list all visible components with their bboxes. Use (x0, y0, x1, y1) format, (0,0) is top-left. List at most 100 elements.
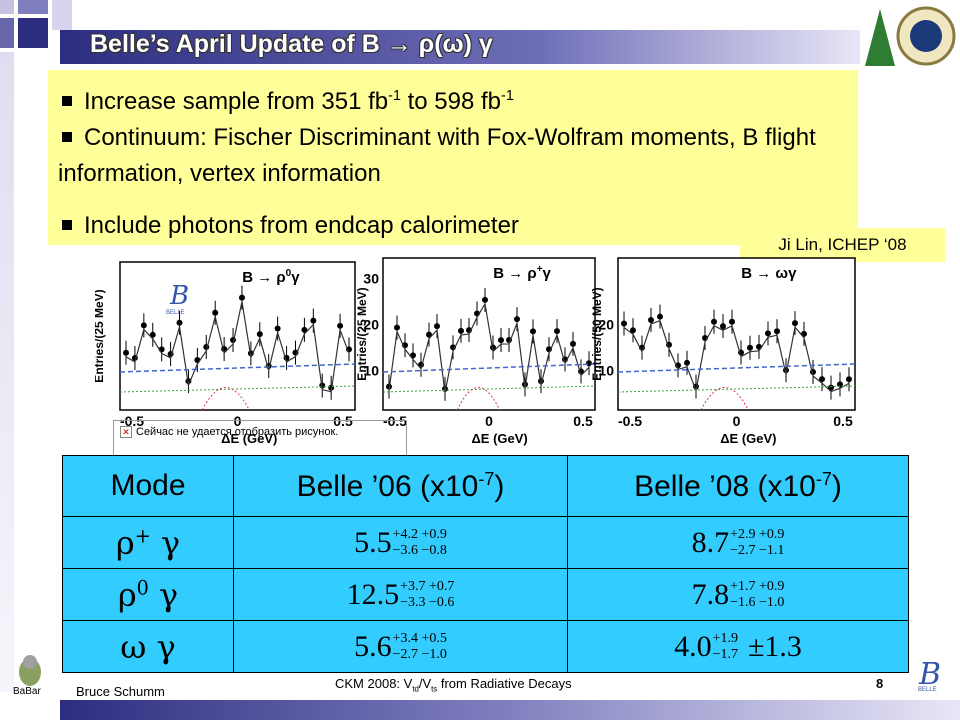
x-axis-label: ΔE (GeV) (221, 431, 277, 446)
author: Bruce Schumm (76, 684, 165, 699)
table-row: ρ0 γ 12.5 +3.7 +0.7 −3.3 −0.6 7.8 +1.7 +0.9 −1… (62, 568, 909, 621)
point (426, 331, 432, 338)
seal (910, 20, 942, 52)
point (123, 349, 129, 356)
point (720, 323, 726, 330)
upper-errors: +1.7 +0.9 (730, 578, 785, 594)
bullet-marker (62, 132, 72, 142)
lower-errors: −3.6 −0.8 (392, 542, 447, 558)
x-tick-label: 0 (485, 413, 493, 429)
upper-errors: +1.9 (712, 630, 738, 646)
x-axis-label: ΔE (GeV) (471, 431, 527, 446)
point (846, 376, 852, 383)
central-value: 5.6 (354, 629, 392, 663)
point (765, 330, 771, 337)
signal-curve (700, 387, 749, 411)
text-segment: 0 (286, 268, 292, 279)
point (176, 319, 183, 326)
central-value: 4.0 (674, 629, 712, 663)
y-tick-label: 20 (363, 317, 379, 333)
text-segment: 0 (136, 575, 149, 599)
process-label: B → ωγ (741, 265, 797, 282)
text-segment: td (412, 684, 419, 694)
formula: 5.5 +4.2 +0.9 −3.6 −0.8 (354, 526, 447, 560)
background-curve (119, 363, 356, 373)
y-axis-label: Entries/(50 MeV) (590, 287, 604, 380)
x-axis-label: ΔE (GeV) (720, 431, 776, 446)
broken-image-text: Сейчас не удается отобразить рисунок. (136, 426, 339, 438)
text-segment: ) (494, 469, 505, 503)
formula: 4.0 +1.9 −1.7 ±1.3 (674, 630, 802, 664)
plot-frame (617, 257, 856, 411)
central-value: 8.7 (691, 525, 730, 559)
bullet-marker (62, 220, 72, 230)
text-segment: Belle ’06 (x10 (296, 469, 479, 503)
formula: 5.6 +3.4 +0.5 −2.7 −1.0 (354, 630, 447, 664)
text-segment: + (134, 523, 151, 547)
decor (18, 0, 48, 14)
x-tick-label: 0.5 (573, 413, 593, 429)
point (819, 376, 825, 383)
text-segment: Increase sample from 351 fb (84, 88, 389, 115)
point (212, 309, 219, 316)
text-segment: + (537, 264, 543, 275)
value-cell: 4.0 +1.9 −1.7 ±1.3 (567, 620, 909, 673)
process-label: B → ρ+γ (493, 264, 551, 282)
mode-cell: ρ0 γ (62, 568, 234, 621)
plot-logo: BELLE (166, 310, 185, 316)
y-axis-label: Entries/(25 MeV) (355, 287, 369, 380)
y-tick-label: 20 (598, 317, 614, 333)
text-segment: /V (418, 676, 432, 691)
x-tick-label: 0.5 (833, 413, 853, 429)
green-curve (617, 385, 856, 393)
text-segment: ρ (115, 523, 135, 562)
errors: +1.9 −1.7 (713, 631, 738, 663)
y-tick-label: 30 (363, 271, 379, 287)
text-segment: Mode (110, 469, 186, 502)
fit-curve (388, 302, 590, 394)
belle-b: B (169, 281, 189, 311)
text-segment: -1 (388, 88, 401, 104)
page-number: 8 (876, 676, 884, 691)
signal-curve (456, 387, 501, 411)
errors: +3.7 +0.7 −3.3 −0.6 (400, 579, 454, 611)
decor (52, 0, 72, 30)
central-value: 12.5 (346, 577, 400, 611)
text-segment: from Radiative Decays (437, 676, 572, 691)
elephant (23, 655, 37, 669)
value-cell: 8.7 +2.9 +0.9 −2.7 −1.1 (567, 516, 909, 569)
table: Mode Belle ’06 (x10-7) Belle ’08 (x10-7) ρ+… (62, 455, 909, 673)
point (648, 316, 654, 323)
point (621, 320, 627, 327)
x-tick-label: 0 (733, 413, 741, 429)
point (256, 331, 263, 338)
formula: 12.5 +3.7 +0.7 −3.3 −0.6 (347, 578, 455, 612)
mode-cell: ρ+ γ (62, 516, 234, 569)
text-segment: γ (150, 523, 181, 562)
babar-text: BaBar (13, 686, 41, 697)
text-segment: ) (831, 469, 842, 503)
point (747, 344, 753, 351)
y-axis-label: Entries/(25 MeV) (95, 289, 106, 382)
value-cell: 12.5 +3.7 +0.7 −3.3 −0.6 (233, 568, 568, 621)
title: Belle’s April Update of B → ρ(ω) γ (90, 30, 493, 58)
x-tick-label: 0 (234, 413, 242, 429)
lower-errors: −2.7 −1.0 (392, 646, 447, 662)
belle-text: BELLE (918, 687, 937, 693)
bullet: Continuum: Fischer Discriminant with Fox… (58, 120, 848, 192)
x-tick-label: 0.5 (333, 413, 353, 429)
background-curve (382, 363, 596, 373)
text-segment: γ (291, 269, 300, 286)
fit-curve (623, 319, 850, 393)
point (657, 313, 663, 320)
plot-frame (119, 261, 356, 411)
point (837, 381, 843, 388)
point (570, 340, 576, 347)
central-value: 5.5 (354, 525, 392, 559)
lower-errors: −3.3 −0.6 (400, 594, 455, 610)
systematic: ±1.3 (747, 629, 802, 663)
point (729, 318, 735, 325)
green-curve (382, 385, 596, 393)
table-row: ρ+ γ 5.5 +4.2 +0.9 −3.6 −0.8 8.7 +2.9 +0.9 −2.… (62, 516, 909, 569)
mode-cell: ω γ (62, 620, 234, 673)
